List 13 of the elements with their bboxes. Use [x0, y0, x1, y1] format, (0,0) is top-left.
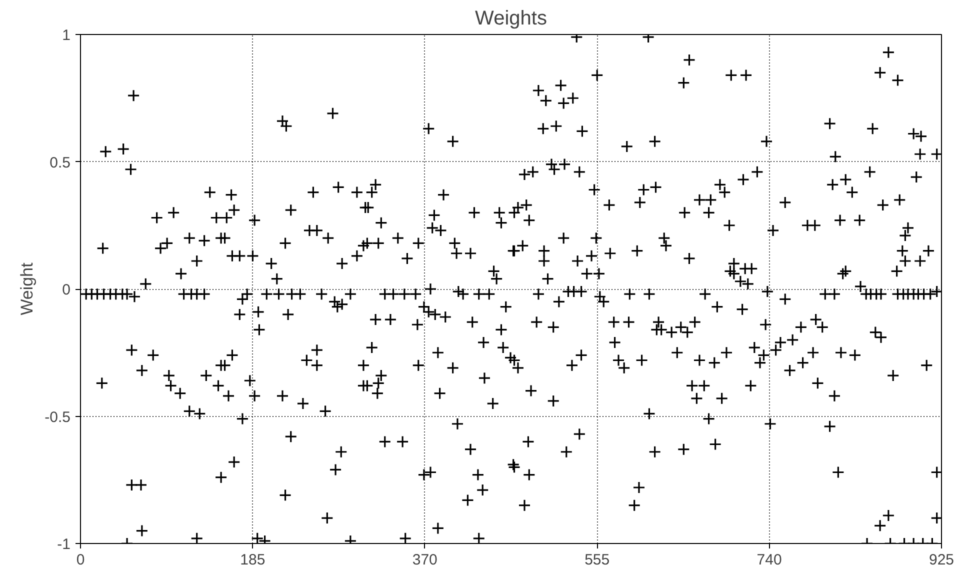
x-tick-label: 740	[756, 552, 782, 568]
y-tick-label: -0.5	[44, 408, 71, 426]
chart-title: Weights	[475, 8, 547, 30]
y-tick-label: 0	[62, 282, 70, 298]
y-tick-label: 1	[62, 27, 70, 44]
x-tick-label: 0	[76, 552, 85, 568]
x-tick-label: 185	[240, 552, 266, 568]
x-tick-label: 925	[928, 552, 954, 568]
x-tick-label: 370	[412, 552, 438, 568]
y-axis-title: Weight	[18, 262, 37, 316]
y-tick-label: -1	[57, 536, 71, 553]
x-tick-label: 555	[584, 552, 610, 568]
y-tick-label: 0.5	[50, 154, 71, 172]
